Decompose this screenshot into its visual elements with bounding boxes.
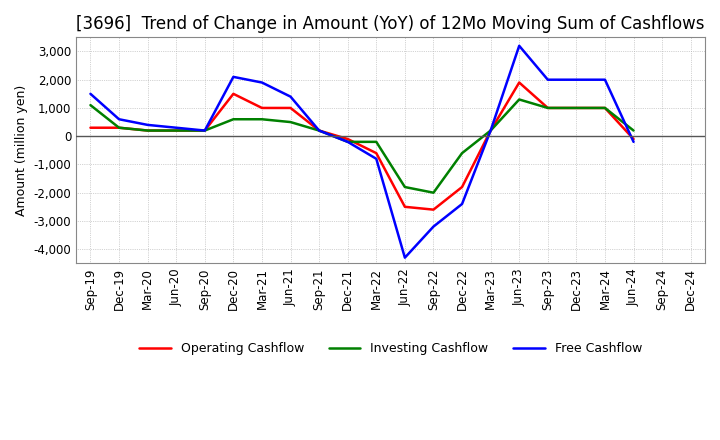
Free Cashflow xyxy=(400,255,409,260)
Legend: Operating Cashflow, Investing Cashflow, Free Cashflow: Operating Cashflow, Investing Cashflow, … xyxy=(134,337,647,360)
Investing Cashflow xyxy=(629,128,638,133)
Investing Cashflow xyxy=(229,117,238,122)
Investing Cashflow xyxy=(544,105,552,110)
Investing Cashflow xyxy=(287,119,295,125)
Free Cashflow xyxy=(86,91,95,96)
Operating Cashflow xyxy=(229,91,238,96)
Free Cashflow xyxy=(172,125,181,130)
Free Cashflow xyxy=(200,128,209,133)
Investing Cashflow xyxy=(429,190,438,195)
Operating Cashflow xyxy=(372,150,381,156)
Investing Cashflow xyxy=(486,128,495,133)
Operating Cashflow xyxy=(143,128,152,133)
Line: Free Cashflow: Free Cashflow xyxy=(91,46,634,258)
Line: Investing Cashflow: Investing Cashflow xyxy=(91,99,634,193)
Investing Cashflow xyxy=(600,105,609,110)
Operating Cashflow xyxy=(258,105,266,110)
Operating Cashflow xyxy=(287,105,295,110)
Free Cashflow xyxy=(572,77,581,82)
Free Cashflow xyxy=(458,202,467,207)
Operating Cashflow xyxy=(600,105,609,110)
Operating Cashflow xyxy=(486,128,495,133)
Operating Cashflow xyxy=(458,184,467,190)
Operating Cashflow xyxy=(200,128,209,133)
Operating Cashflow xyxy=(315,128,323,133)
Free Cashflow xyxy=(600,77,609,82)
Operating Cashflow xyxy=(86,125,95,130)
Investing Cashflow xyxy=(114,125,123,130)
Free Cashflow xyxy=(486,128,495,133)
Investing Cashflow xyxy=(572,105,581,110)
Operating Cashflow xyxy=(400,204,409,209)
Free Cashflow xyxy=(429,224,438,229)
Free Cashflow xyxy=(114,117,123,122)
Title: [3696]  Trend of Change in Amount (YoY) of 12Mo Moving Sum of Cashflows: [3696] Trend of Change in Amount (YoY) o… xyxy=(76,15,705,33)
Investing Cashflow xyxy=(458,150,467,156)
Operating Cashflow xyxy=(544,105,552,110)
Investing Cashflow xyxy=(258,117,266,122)
Operating Cashflow xyxy=(629,136,638,142)
Line: Operating Cashflow: Operating Cashflow xyxy=(91,83,634,209)
Operating Cashflow xyxy=(172,128,181,133)
Investing Cashflow xyxy=(200,128,209,133)
Operating Cashflow xyxy=(515,80,523,85)
Free Cashflow xyxy=(515,43,523,48)
Free Cashflow xyxy=(315,128,323,133)
Free Cashflow xyxy=(287,94,295,99)
Investing Cashflow xyxy=(515,97,523,102)
Operating Cashflow xyxy=(343,136,352,142)
Investing Cashflow xyxy=(343,139,352,144)
Investing Cashflow xyxy=(143,128,152,133)
Free Cashflow xyxy=(629,139,638,144)
Operating Cashflow xyxy=(114,125,123,130)
Investing Cashflow xyxy=(372,139,381,144)
Y-axis label: Amount (million yen): Amount (million yen) xyxy=(15,84,28,216)
Investing Cashflow xyxy=(315,128,323,133)
Operating Cashflow xyxy=(572,105,581,110)
Investing Cashflow xyxy=(86,103,95,108)
Free Cashflow xyxy=(544,77,552,82)
Free Cashflow xyxy=(372,156,381,161)
Investing Cashflow xyxy=(172,128,181,133)
Free Cashflow xyxy=(343,139,352,144)
Free Cashflow xyxy=(143,122,152,128)
Investing Cashflow xyxy=(400,184,409,190)
Operating Cashflow xyxy=(429,207,438,212)
Free Cashflow xyxy=(258,80,266,85)
Free Cashflow xyxy=(229,74,238,80)
